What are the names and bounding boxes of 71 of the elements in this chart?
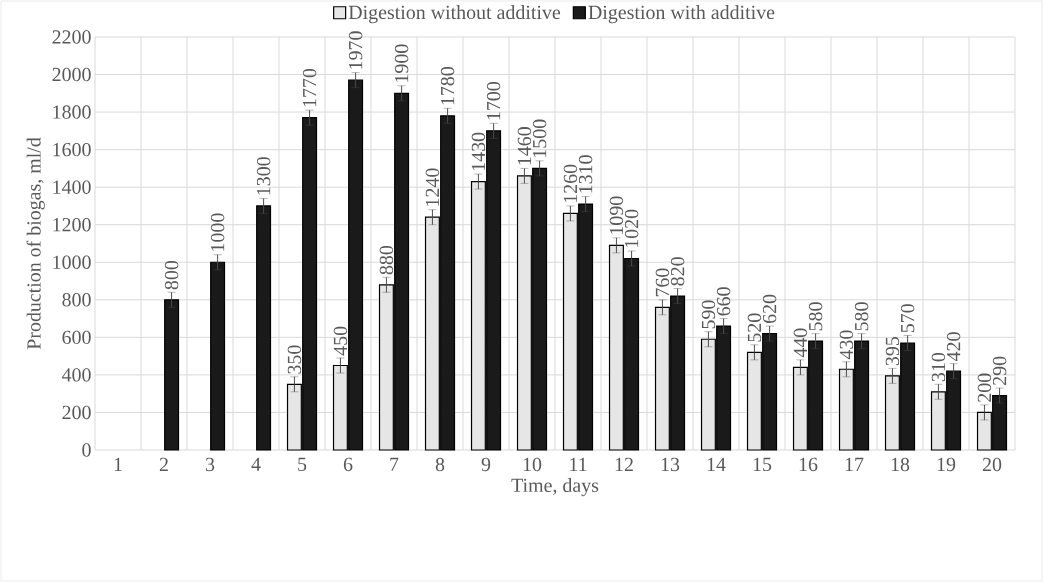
data-label: 570: [900, 304, 915, 333]
data-label: 1430: [471, 132, 486, 171]
data-label: 395: [885, 337, 900, 366]
data-label: 1090: [609, 196, 624, 234]
data-label: 290: [992, 356, 1007, 385]
x-tick-label: 12: [615, 457, 633, 471]
x-tick-label: 16: [799, 457, 818, 472]
x-axis-title: Time, days: [511, 478, 599, 497]
data-label: 620: [762, 294, 777, 324]
data-label: 1260: [563, 164, 578, 202]
y-tick-label: 1400: [53, 180, 91, 194]
data-label: 1900: [394, 44, 409, 82]
x-tick-label: 5: [298, 457, 307, 471]
legend-label: Digestion with additive: [588, 5, 775, 24]
x-tick-label: 2: [159, 457, 168, 471]
data-label: 1700: [486, 82, 501, 120]
data-label: 1460: [517, 127, 532, 165]
data-label: 520: [747, 313, 762, 342]
data-label: 1000: [210, 213, 225, 251]
y-tick-label: 0: [82, 443, 91, 457]
x-tick-label: 11: [570, 457, 587, 471]
y-tick-label: 1600: [53, 142, 91, 157]
x-tick-label: 7: [390, 457, 399, 471]
x-tick-label: 6: [343, 457, 353, 472]
data-label: 580: [808, 302, 823, 331]
x-tick-label: 14: [707, 457, 726, 471]
x-tick-label: 13: [661, 457, 680, 472]
data-label: 1970: [348, 31, 363, 69]
data-label: 450: [333, 326, 348, 356]
data-label: 880: [379, 245, 394, 275]
data-label: 1500: [532, 119, 547, 157]
x-tick-label: 17: [845, 457, 864, 471]
x-tick-label: 3: [205, 457, 215, 472]
y-tick-label: 200: [62, 405, 91, 420]
data-label: 820: [670, 257, 685, 286]
y-tick-label: 600: [62, 330, 91, 345]
data-label: 660: [716, 287, 731, 316]
y-tick-label: 2200: [52, 30, 91, 44]
data-label: 1770: [302, 68, 317, 107]
data-label: 800: [164, 260, 179, 290]
data-label: 1020: [624, 209, 639, 248]
x-tick-label: 15: [753, 457, 772, 472]
y-tick-label: 2000: [52, 67, 91, 82]
data-label: 350: [287, 345, 302, 374]
data-label: 590: [701, 300, 716, 329]
y-tick-label: 1200: [53, 217, 91, 232]
x-tick-label: 8: [435, 457, 445, 472]
y-tick-label: 400: [61, 368, 91, 382]
data-label: 580: [854, 302, 869, 331]
x-tick-label: 19: [937, 457, 956, 472]
data-label: 440: [793, 328, 808, 358]
x-tick-label: 18: [891, 457, 910, 472]
y-tick-label: 1000: [53, 255, 91, 269]
y-axis-title: Production of biogas, ml/d: [26, 137, 45, 350]
data-label: 200: [977, 373, 992, 402]
y-tick-label: 800: [62, 293, 91, 307]
x-tick-label: 20: [982, 457, 1002, 472]
x-tick-label: 1: [114, 457, 122, 471]
data-label: 1780: [440, 67, 455, 105]
data-label: 1310: [578, 155, 593, 193]
data-label: 1240: [425, 168, 440, 206]
data-label: 1300: [256, 157, 271, 195]
legend-label: Digestion without additive: [348, 5, 561, 24]
data-label: 310: [931, 352, 946, 382]
y-tick-label: 1800: [53, 105, 91, 119]
x-tick-label: 10: [523, 457, 542, 472]
x-tick-label: 9: [481, 457, 491, 472]
data-label: 760: [655, 268, 670, 297]
data-label: 420: [946, 332, 961, 362]
data-label: 430: [839, 330, 854, 360]
x-tick-label: 4: [251, 457, 261, 471]
